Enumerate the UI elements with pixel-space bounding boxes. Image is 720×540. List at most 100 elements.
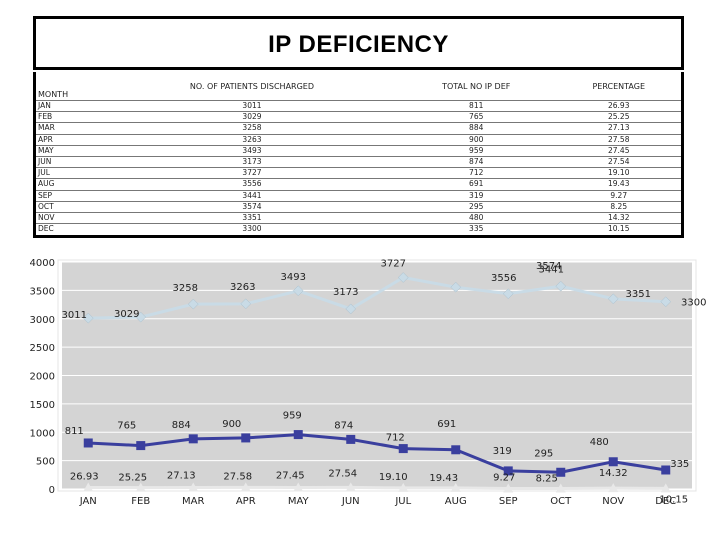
data-table: MONTH NO. OF PATIENTS DISCHARGED TOTAL N…	[36, 72, 681, 235]
data-label-series-2: 959	[283, 411, 302, 422]
x-tick-label: DEC	[655, 496, 676, 507]
data-label-series-3: 25.25	[118, 473, 147, 484]
y-tick-label: 4000	[30, 258, 55, 269]
discharged-cell: 3493	[108, 144, 396, 157]
data-label-series-1: 3727	[381, 258, 406, 269]
percentage-cell: 19.10	[556, 167, 681, 179]
series-1-point	[135, 311, 147, 323]
series-2-point	[451, 445, 461, 455]
x-tick-label: JAN	[79, 496, 97, 507]
month-cell: MAY	[36, 144, 108, 157]
percentage-cell: 27.54	[556, 155, 681, 168]
series-2-point	[188, 434, 198, 444]
data-label-series-2: 335	[670, 459, 689, 470]
discharged-cell: 3351	[108, 211, 396, 224]
table-row: OCT 3574 295 8.25	[36, 200, 681, 213]
series-3-point	[660, 483, 671, 493]
data-label-series-3: 27.58	[223, 471, 252, 482]
series-1-point	[82, 312, 94, 324]
table-row: SEP 3441 319 9.27	[36, 189, 681, 202]
table-row: DEC 3300 335 10.15	[36, 223, 681, 235]
series-1-point	[397, 272, 409, 283]
series-line-1	[88, 275, 666, 320]
data-label-series-2: 900	[222, 419, 241, 430]
discharged-cell: 3029	[108, 111, 396, 123]
series-3-point	[293, 482, 304, 492]
ip-def-cell: 691	[395, 178, 557, 190]
discharged-cell: 3556	[108, 178, 396, 190]
series-1-point	[187, 298, 199, 310]
series-1-point	[660, 296, 672, 308]
data-label-series-1: 3011	[62, 310, 87, 321]
month-cell: NOV	[36, 211, 108, 224]
table-row: APR 3263 900 27.58	[36, 133, 681, 146]
series-2-point	[661, 465, 671, 475]
series-2-point	[136, 441, 146, 451]
data-label-series-3: 8.25	[536, 474, 558, 485]
data-label-series-3: 19.43	[429, 473, 458, 484]
percentage-cell: 10.15	[556, 223, 681, 235]
month-cell: MAR	[36, 122, 108, 135]
series-3-point	[240, 482, 251, 492]
ip-def-cell: 874	[395, 155, 557, 168]
table-row: JUL 3727 712 19.10	[36, 167, 681, 179]
data-label-series-3: 10.15	[659, 494, 688, 505]
month-cell: OCT	[36, 200, 108, 213]
table-row: JAN 3011 811 26.93	[36, 99, 681, 112]
series-line-2	[88, 433, 666, 474]
y-tick-label: 3000	[30, 315, 55, 326]
series-2-point	[241, 433, 251, 443]
header-total-def: TOTAL NO IP DEF	[442, 81, 511, 91]
data-label-series-1: 3029	[114, 309, 139, 320]
data-label-series-3: 27.54	[328, 468, 357, 479]
table-row: MAY 3493 959 27.45	[36, 144, 681, 157]
series-2-point	[398, 444, 408, 454]
percentage-cell: 25.25	[556, 111, 681, 123]
series-3-point	[188, 482, 199, 492]
series-2-point	[503, 466, 513, 476]
ip-def-cell: 335	[395, 223, 557, 235]
month-cell: JUN	[36, 155, 108, 168]
data-label-series-3: 27.13	[167, 470, 196, 481]
month-cell: JAN	[36, 99, 108, 112]
header-discharged: NO. OF PATIENTS DISCHARGED	[189, 81, 315, 91]
series-2-point	[346, 434, 356, 444]
percentage-cell: 27.13	[556, 122, 681, 135]
series-line-3	[88, 485, 666, 491]
month-cell: APR	[36, 133, 108, 146]
data-label-series-1: 3258	[173, 283, 198, 294]
data-label-series-1: 3556	[491, 273, 516, 284]
percentage-cell: 14.32	[556, 211, 681, 224]
table-header-row: MONTH NO. OF PATIENTS DISCHARGED TOTAL N…	[36, 72, 681, 101]
data-table-frame: MONTH NO. OF PATIENTS DISCHARGED TOTAL N…	[33, 72, 684, 238]
percentage-cell: 26.93	[556, 99, 681, 112]
month-cell: AUG	[36, 178, 108, 190]
header-percentage: PERCENTAGE	[592, 81, 645, 91]
series-3-point	[345, 482, 356, 492]
series-2-point	[608, 457, 618, 467]
series-3-point	[450, 482, 461, 492]
series-1-point	[607, 293, 619, 305]
series-3-point	[83, 482, 94, 492]
month-cell: JUL	[36, 167, 108, 179]
y-tick-label: 2000	[30, 372, 55, 383]
month-cell: FEB	[36, 111, 108, 123]
y-tick-label: 500	[36, 457, 55, 468]
y-tick-label: 1500	[30, 400, 55, 411]
series-1-point	[555, 280, 567, 292]
data-label-series-2: 480	[590, 437, 609, 448]
ip-def-cell: 319	[395, 189, 557, 202]
x-tick-label: MAY	[288, 496, 310, 507]
plot-frame	[57, 259, 697, 492]
ip-def-cell: 295	[395, 200, 557, 213]
percentage-cell: 27.45	[556, 144, 681, 157]
data-label-series-1: 3493	[281, 272, 306, 283]
data-label-series-1: 3574	[536, 261, 561, 272]
x-tick-label: FEB	[131, 496, 150, 507]
table-row: FEB 3029 765 25.25	[36, 111, 681, 123]
data-label-series-2: 874	[334, 420, 353, 431]
data-label-series-1: 3441	[539, 265, 564, 276]
ip-def-cell: 480	[395, 211, 557, 224]
x-tick-label: SEP	[499, 496, 518, 507]
discharged-cell: 3258	[108, 122, 396, 135]
